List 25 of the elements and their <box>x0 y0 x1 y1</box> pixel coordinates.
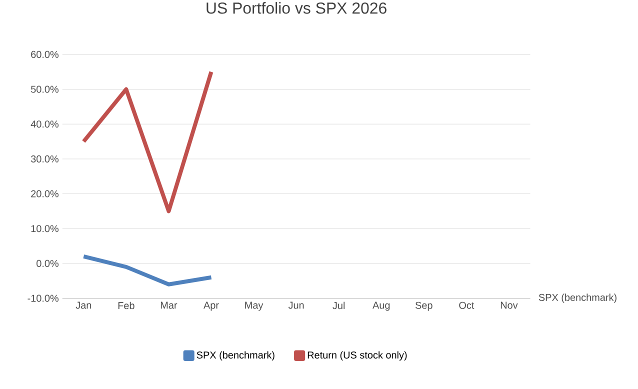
x-tick-label: Jun <box>288 302 304 309</box>
x-tick-label: Sep <box>416 302 432 311</box>
legend-label: Return (US stock only) <box>308 351 407 361</box>
x-tick-label: Jan <box>76 302 92 309</box>
chart-title: US Portfolio vs SPX 2026 <box>206 2 386 14</box>
x-tick-label: Feb <box>118 302 134 310</box>
x-tick-label: Mar <box>160 302 178 309</box>
x-tick-label: Oct <box>459 302 474 309</box>
x-tick-label: Aug <box>372 302 390 311</box>
legend-label: SPX (benchmark) <box>196 351 274 361</box>
x-tick-label: Jul <box>332 302 345 310</box>
line-series <box>82 70 214 214</box>
y-tick-label: 50.0% <box>31 86 59 93</box>
y-tick-label: -10.0% <box>28 294 59 302</box>
x-tick-label: Apr <box>204 302 219 311</box>
y-tick-label: 60.0% <box>31 50 59 58</box>
y-tick-label: 0.0% <box>36 260 59 267</box>
y-tick-label: 40.0% <box>30 120 59 128</box>
line-series <box>82 254 214 286</box>
y-tick-label: 30.0% <box>30 155 59 162</box>
y-tick-label: 20.0% <box>31 190 59 198</box>
y-tick-label: 10.0% <box>31 225 59 232</box>
x-tick-label: May <box>245 302 264 311</box>
text: SPX (benchmark) <box>538 294 616 303</box>
x-tick-label: Nov <box>500 302 518 309</box>
